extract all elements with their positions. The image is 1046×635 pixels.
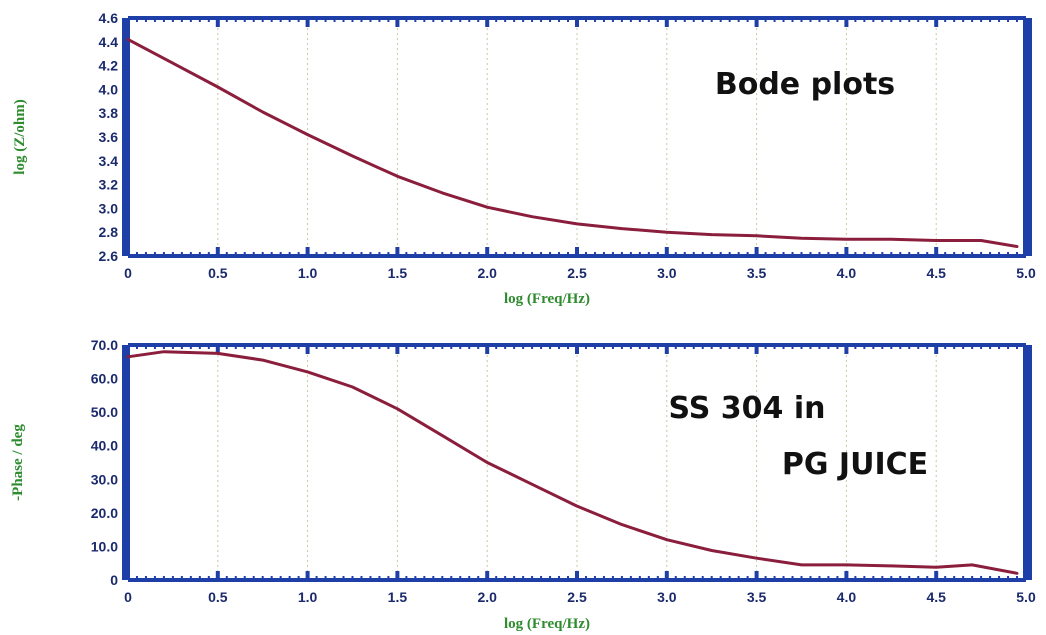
y-tick-label: 3.2 <box>99 177 119 193</box>
x-tick-label: 1.5 <box>388 265 408 281</box>
plot-frame-left <box>122 18 130 256</box>
y-tick-label: 40.0 <box>91 438 118 454</box>
x-tick-label: 1.5 <box>388 589 408 605</box>
plot-frame-right <box>1023 345 1032 580</box>
x-tick-label: 0.5 <box>208 589 228 605</box>
x-tick-label: 3.5 <box>747 265 767 281</box>
x-tick-label: 4.5 <box>926 589 946 605</box>
plot-frame-right <box>1023 18 1032 256</box>
x-tick-label: 4.0 <box>837 589 857 605</box>
x-axis-label: log (Freq/Hz) <box>504 616 590 632</box>
x-tick-label: 2.0 <box>477 265 497 281</box>
x-tick-label: 2.5 <box>567 589 587 605</box>
y-axis-label: -Phase / deg <box>10 424 26 501</box>
x-tick-label: 0 <box>124 265 132 281</box>
chart-annotation: Bode plots <box>715 67 895 102</box>
x-tick-label: 3.0 <box>657 265 677 281</box>
x-tick-label: 2.0 <box>477 589 497 605</box>
x-tick-label: 0.5 <box>208 265 228 281</box>
y-tick-label: 3.8 <box>99 105 119 121</box>
y-tick-label: 4.2 <box>99 58 119 74</box>
y-tick-label: 4.0 <box>99 81 119 97</box>
x-axis-label: log (Freq/Hz) <box>504 291 590 307</box>
x-tick-label: 1.0 <box>298 265 318 281</box>
y-tick-label: 3.0 <box>99 200 119 216</box>
y-tick-label: 2.6 <box>99 248 119 264</box>
x-tick-label: 5.0 <box>1016 265 1036 281</box>
y-tick-label: 3.4 <box>99 153 119 169</box>
x-tick-label: 4.5 <box>926 265 946 281</box>
x-tick-label: 4.0 <box>837 265 857 281</box>
chart-annotation: PG JUICE <box>782 447 928 482</box>
x-tick-label: 0 <box>124 589 132 605</box>
x-tick-label: 5.0 <box>1016 589 1036 605</box>
y-tick-label: 20.0 <box>91 505 118 521</box>
y-tick-label: 4.6 <box>99 10 119 26</box>
y-tick-label: 3.6 <box>99 129 119 145</box>
x-tick-label: 3.0 <box>657 589 677 605</box>
x-tick-label: 1.0 <box>298 589 318 605</box>
y-tick-label: 0 <box>110 572 118 588</box>
x-tick-label: 2.5 <box>567 265 587 281</box>
y-tick-label: 2.8 <box>99 224 119 240</box>
chart-annotation: SS 304 in <box>668 391 825 426</box>
y-tick-label: 4.4 <box>99 34 119 50</box>
y-axis-label: log (Z/ohm) <box>12 99 28 174</box>
chart-panel-2: 0 0.5 1.0 1.5 2.0 2.5 3.0 3.5 4.0 4.5 5.0 0 10.0 20.0… <box>10 337 1036 632</box>
y-tick-label: 50.0 <box>91 404 118 420</box>
plot-frame-left <box>122 345 130 580</box>
series-line-2 <box>126 350 1019 575</box>
series-line-1 <box>126 37 1019 248</box>
y-tick-label: 30.0 <box>91 471 118 487</box>
x-tick-label: 3.5 <box>747 589 767 605</box>
y-tick-label: 60.0 <box>91 371 118 387</box>
chart-panel-1: 0 0.5 1.0 1.5 2.0 2.5 3.0 3.5 4.0 4.5 5.0 2.6 2.8 3.0… <box>12 10 1036 307</box>
y-tick-label: 10.0 <box>91 538 118 554</box>
y-tick-label: 70.0 <box>91 337 118 353</box>
